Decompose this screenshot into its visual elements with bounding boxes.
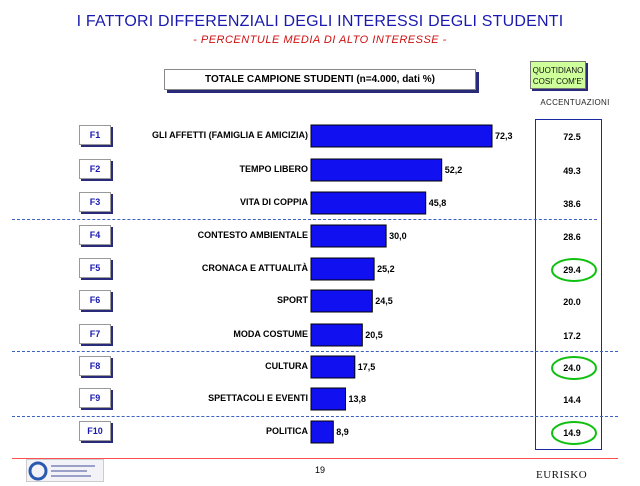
- category-label: POLITICA: [266, 426, 308, 436]
- bar-value-label: 25,2: [377, 264, 395, 274]
- factor-code: F3: [79, 192, 111, 212]
- category-label: TEMPO LIBERO: [239, 164, 308, 174]
- group-separator: [12, 351, 618, 352]
- category-label: CONTESTO AMBIENTALE: [197, 230, 308, 240]
- accentuazioni-header: ACCENTUAZIONI: [540, 98, 610, 107]
- bar-value-label: 20,5: [365, 330, 383, 340]
- highlight-circle: [551, 258, 597, 282]
- bar-value-label: 30,0: [389, 231, 407, 241]
- footer-divider: [12, 458, 618, 459]
- accentuazione-value: 24.0: [563, 363, 581, 373]
- bar-value-label: 72,3: [495, 131, 513, 141]
- bar: [310, 257, 375, 281]
- quotidiano-line-2: COSI' COM'E': [532, 77, 584, 86]
- accentuazione-value: 38.6: [563, 199, 581, 209]
- factor-code: F2: [79, 159, 111, 179]
- category-label: VITA DI COPPIA: [239, 197, 308, 207]
- quotidiano-badge: QUOTIDIANO COSI' COM'E': [530, 61, 586, 89]
- factor-code: F8: [79, 356, 111, 376]
- highlight-circle: [551, 356, 597, 380]
- factor-code: F4: [79, 225, 111, 245]
- accentuazione-value: 14.9: [563, 428, 581, 438]
- brand-name: EURISKO: [536, 469, 588, 481]
- bar: [310, 224, 387, 248]
- accentuazione-value: 14.4: [563, 395, 581, 405]
- bar: [310, 289, 373, 313]
- factor-code: F9: [79, 388, 111, 408]
- bar: [310, 124, 493, 148]
- bar: [310, 191, 427, 215]
- sample-description: TOTALE CAMPIONE STUDENTI (n=4.000, dati …: [164, 69, 476, 90]
- bar-value-label: 8,9: [336, 427, 349, 437]
- group-separator: [12, 416, 618, 417]
- accentuazione-value: 72.5: [563, 132, 581, 142]
- bar: [310, 387, 346, 411]
- bar-value-label: 52,2: [445, 165, 463, 175]
- bar-value-label: 17,5: [358, 362, 376, 372]
- group-separator: [12, 219, 597, 220]
- accentuazioni-column-frame: [535, 119, 602, 450]
- chart-title: I FATTORI DIFFERENZIALI DEGLI INTERESSI …: [76, 13, 564, 30]
- category-label: GLI AFFETTI (FAMIGLIA E AMICIZIA): [152, 130, 308, 140]
- accentuazione-value: 49.3: [563, 166, 581, 176]
- factor-code: F10: [79, 421, 111, 441]
- bar-value-label: 13,8: [349, 394, 367, 404]
- factor-code: F7: [79, 324, 111, 344]
- accentuazione-value: 29.4: [563, 265, 581, 275]
- category-label: SPORT: [276, 295, 308, 305]
- bar-value-label: 45,8: [429, 198, 447, 208]
- accentuazione-value: 28.6: [563, 232, 581, 242]
- company-logo: [26, 459, 104, 482]
- factor-code: F6: [79, 290, 111, 310]
- page-number: 19: [314, 465, 325, 475]
- accentuazione-value: 17.2: [563, 331, 581, 341]
- accentuazione-value: 20.0: [563, 297, 581, 307]
- category-label: MODA COSTUME: [233, 329, 308, 339]
- quotidiano-line-1: QUOTIDIANO: [532, 66, 584, 75]
- category-label: SPETTACOLI E EVENTI: [208, 393, 308, 403]
- factor-code: F1: [79, 125, 111, 145]
- highlight-circle: [551, 421, 597, 445]
- bar: [310, 355, 356, 379]
- bar-value-label: 24,5: [375, 296, 393, 306]
- bar: [310, 420, 334, 444]
- bar: [310, 158, 443, 182]
- category-label: CRONACA E ATTUALITÀ: [201, 263, 308, 273]
- chart-subtitle: - PERCENTULE MEDIA DI ALTO INTERESSE -: [193, 34, 447, 46]
- factor-code: F5: [79, 258, 111, 278]
- bar: [310, 323, 363, 347]
- category-label: CULTURA: [265, 361, 308, 371]
